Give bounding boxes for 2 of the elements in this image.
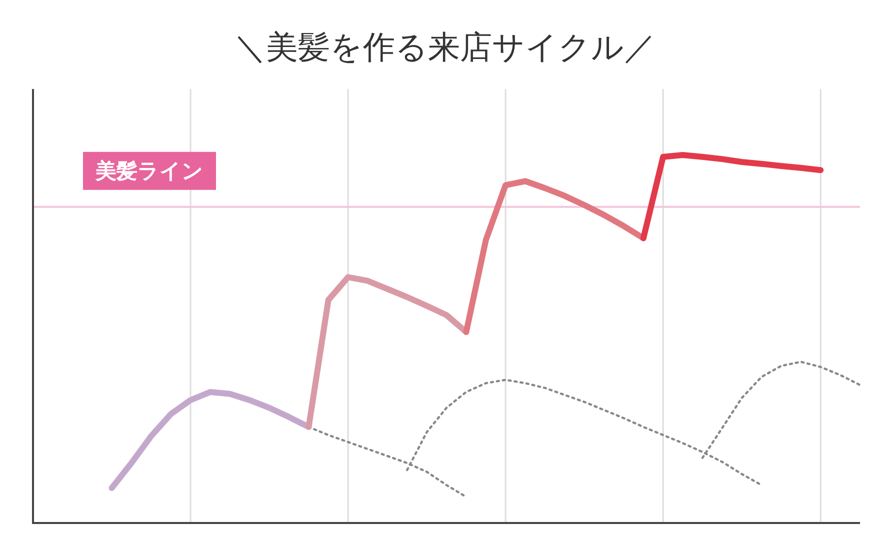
ref-line-label: 美髪ライン [94, 158, 204, 183]
chart-title: ＼美髪を作る来店サイクル／ [234, 28, 656, 66]
